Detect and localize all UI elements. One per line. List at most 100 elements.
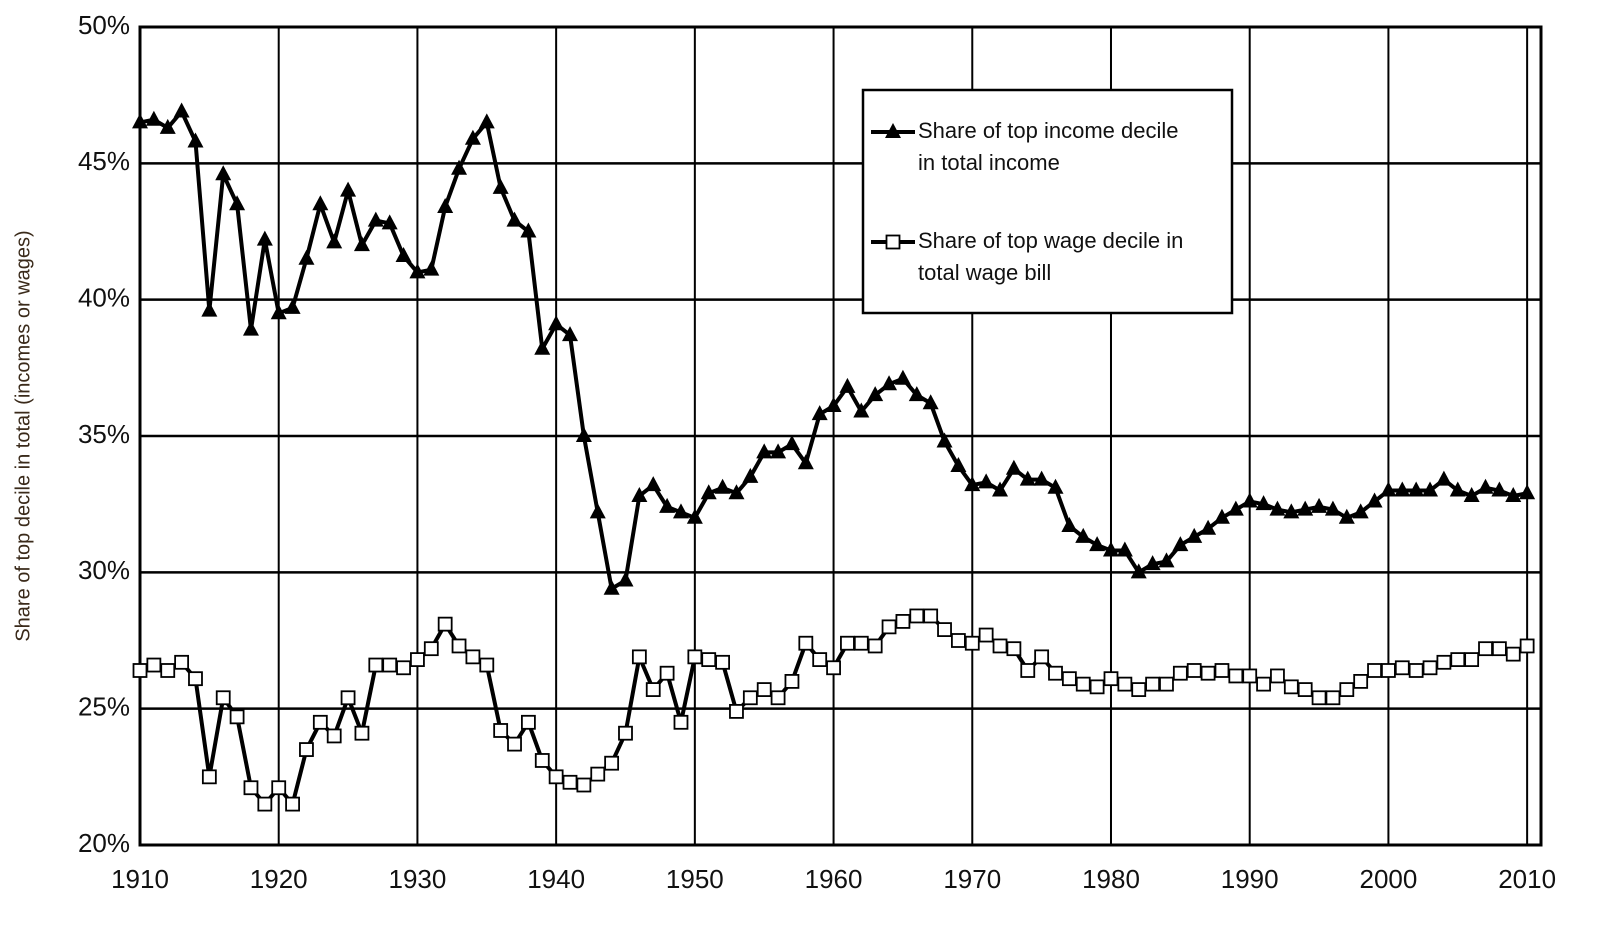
marker	[885, 123, 901, 138]
marker	[256, 230, 273, 246]
marker	[201, 769, 217, 785]
marker	[950, 456, 967, 472]
marker	[1048, 665, 1063, 681]
marker	[978, 627, 994, 643]
marker	[326, 233, 343, 249]
marker	[159, 118, 176, 134]
marker	[493, 723, 509, 738]
marker	[825, 397, 842, 413]
marker	[1102, 541, 1119, 557]
marker	[1394, 481, 1411, 497]
marker	[479, 657, 495, 673]
marker	[1436, 654, 1452, 670]
marker	[589, 503, 606, 519]
marker	[826, 660, 841, 676]
marker	[1020, 663, 1036, 678]
marker	[673, 714, 689, 730]
marker	[1422, 660, 1438, 676]
y-tick-label: 45%	[78, 146, 130, 176]
marker	[1186, 663, 1202, 678]
marker	[340, 690, 356, 706]
marker	[395, 247, 412, 263]
marker	[992, 638, 1008, 654]
marker	[839, 377, 856, 393]
marker	[285, 796, 300, 812]
marker	[1033, 470, 1050, 486]
marker	[1005, 459, 1022, 475]
marker	[562, 774, 578, 790]
marker	[729, 703, 744, 719]
marker	[1519, 484, 1536, 500]
marker	[1366, 492, 1383, 508]
marker	[271, 780, 287, 796]
marker	[1353, 674, 1369, 689]
x-tick-label: 1970	[943, 864, 1001, 894]
marker	[1381, 663, 1396, 678]
plot-frame	[138, 25, 1543, 847]
marker	[507, 736, 522, 752]
marker	[1255, 495, 1272, 511]
marker	[1144, 555, 1161, 571]
marker	[1325, 690, 1341, 706]
marker	[1117, 676, 1133, 692]
marker	[201, 301, 218, 317]
marker	[1242, 668, 1258, 684]
marker	[881, 619, 897, 635]
marker	[742, 690, 758, 706]
marker	[1089, 679, 1105, 695]
marker	[132, 113, 148, 129]
marker	[548, 769, 564, 785]
marker	[1422, 481, 1439, 497]
marker	[992, 481, 1009, 497]
marker	[631, 649, 647, 665]
y-tick-label: 35%	[78, 419, 130, 449]
marker	[548, 315, 565, 331]
marker	[701, 652, 717, 667]
marker	[1159, 676, 1174, 692]
marker	[353, 236, 370, 252]
marker	[659, 497, 676, 513]
marker	[618, 725, 633, 741]
marker	[1463, 486, 1480, 502]
marker	[1075, 527, 1092, 543]
marker	[1172, 536, 1189, 552]
marker	[1241, 492, 1258, 508]
marker	[340, 181, 357, 197]
marker	[672, 503, 689, 519]
marker	[1297, 682, 1313, 697]
marker	[700, 484, 717, 500]
marker	[1338, 508, 1355, 524]
x-tick-label: 1920	[250, 864, 308, 894]
marker	[714, 478, 731, 494]
marker	[1214, 663, 1230, 678]
marker	[1130, 563, 1147, 579]
marker	[1131, 682, 1147, 697]
x-tick-label: 1930	[389, 864, 447, 894]
marker	[756, 682, 772, 697]
marker	[1089, 536, 1106, 552]
marker	[382, 657, 398, 673]
marker	[575, 427, 592, 442]
marker	[715, 654, 730, 670]
marker	[885, 234, 901, 250]
marker	[631, 486, 648, 502]
marker	[1047, 478, 1064, 494]
marker	[686, 508, 703, 524]
marker	[1061, 516, 1078, 532]
legend-label: Share of top income decile in total incom…	[918, 118, 1179, 175]
marker	[396, 660, 411, 676]
legend-label: Share of top wage decile in total wage bi…	[918, 228, 1183, 285]
marker	[1311, 690, 1327, 706]
marker	[506, 211, 523, 227]
marker	[1158, 552, 1175, 568]
marker	[409, 263, 426, 279]
marker	[534, 753, 550, 768]
marker	[215, 165, 232, 181]
marker	[464, 129, 481, 145]
marker	[312, 714, 328, 730]
marker	[1283, 503, 1300, 519]
marker	[146, 657, 162, 673]
marker	[1435, 470, 1452, 486]
marker	[770, 690, 786, 706]
